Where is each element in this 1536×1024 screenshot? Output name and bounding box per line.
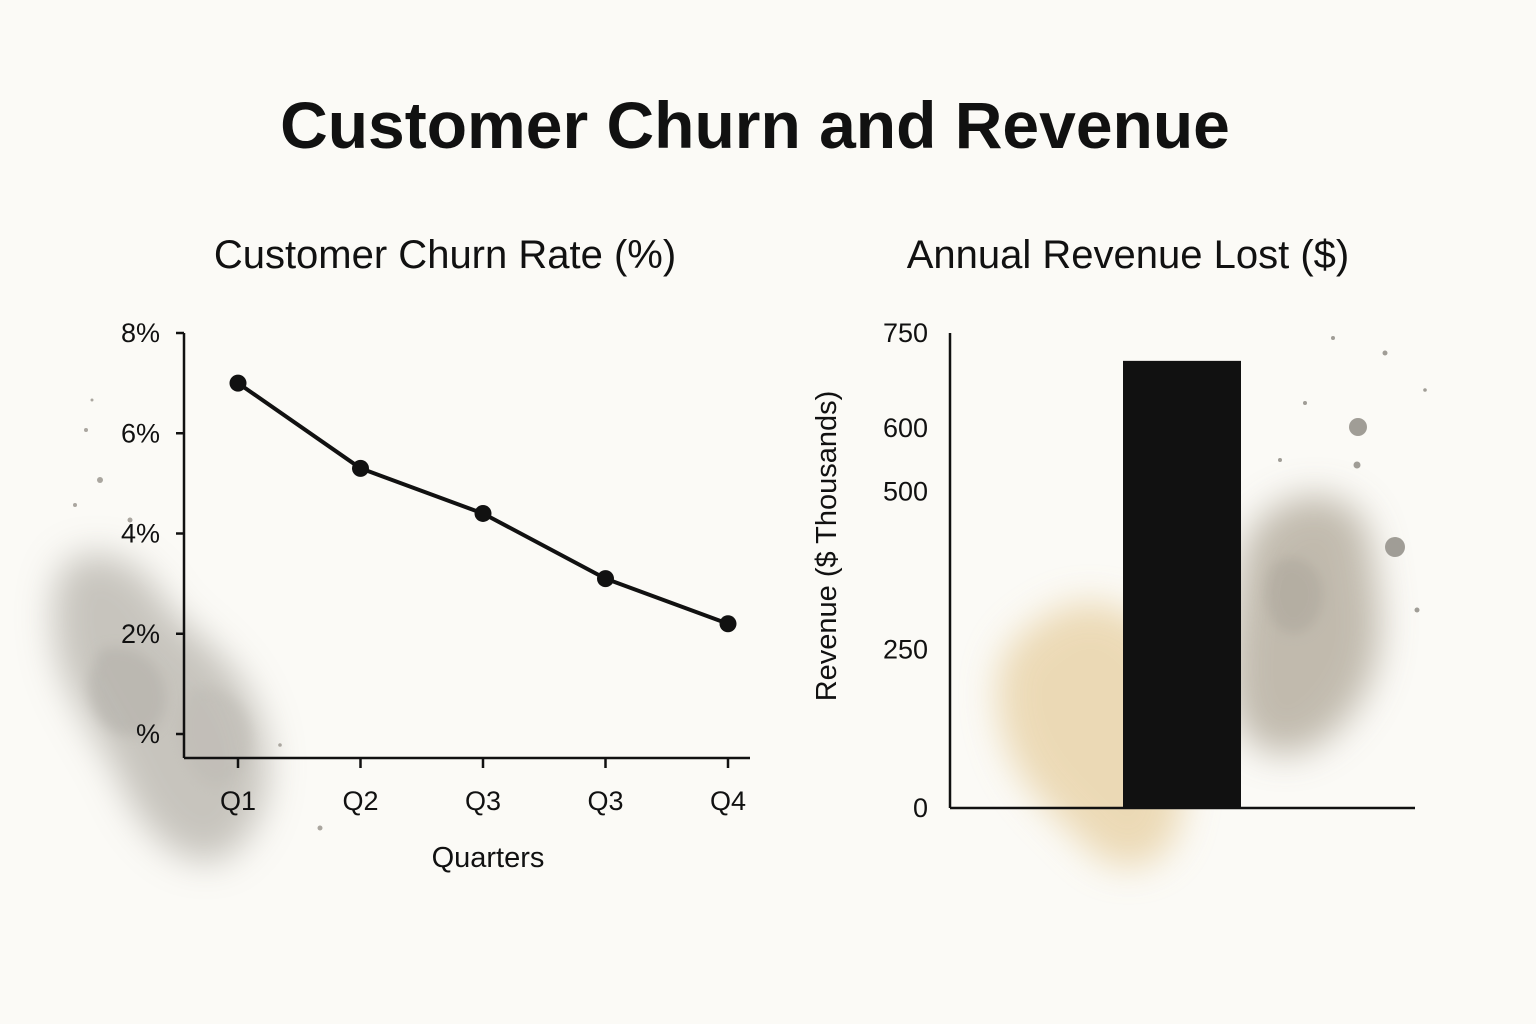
- revenue-y-tick-label: 0: [913, 793, 928, 823]
- churn-y-tick-label: 6%: [121, 418, 160, 448]
- churn-data-point: [719, 615, 737, 633]
- churn-data-point: [474, 504, 492, 522]
- churn-data-point: [597, 570, 614, 588]
- churn-chart-title: Customer Churn Rate (%): [214, 233, 676, 277]
- churn-y-tick-label: 4%: [121, 519, 160, 549]
- churn-x-tick-label: Q1: [220, 786, 256, 816]
- churn-y-tick-label: %: [136, 719, 160, 749]
- churn-rate-chart: Customer Churn Rate (%) % 2% 4% 6% 8% Q1 Q2 Q3…: [121, 233, 750, 874]
- churn-data-point: [352, 459, 369, 477]
- revenue-y-tick-label: 600: [883, 413, 928, 443]
- churn-x-axis-label: Quarters: [432, 842, 545, 874]
- watercolor-stain-left: [53, 398, 323, 862]
- churn-x-tick-label: Q4: [710, 786, 746, 816]
- revenue-y-tick-label: 500: [883, 476, 928, 506]
- churn-series-line: [236, 381, 729, 626]
- revenue-y-axis-label: Revenue ($ Thousands): [811, 391, 843, 702]
- churn-x-tick-label: Q2: [342, 786, 378, 816]
- churn-y-tick-label: 2%: [121, 619, 160, 649]
- revenue-lost-chart: Annual Revenue Lost ($) 0 250 500 600 750 Re…: [811, 233, 1415, 823]
- revenue-y-tick-label: 750: [883, 318, 928, 348]
- figure-title: Customer Churn and Revenue: [280, 88, 1230, 162]
- churn-x-tick-label: Q3: [465, 786, 501, 816]
- revenue-chart-title: Annual Revenue Lost ($): [907, 233, 1350, 277]
- churn-data-point: [229, 374, 247, 392]
- churn-y-tick-label: 8%: [121, 318, 160, 348]
- churn-x-tick-label: Q3: [587, 786, 623, 816]
- revenue-bar: [1123, 360, 1241, 808]
- revenue-y-tick-label: 250: [883, 635, 928, 665]
